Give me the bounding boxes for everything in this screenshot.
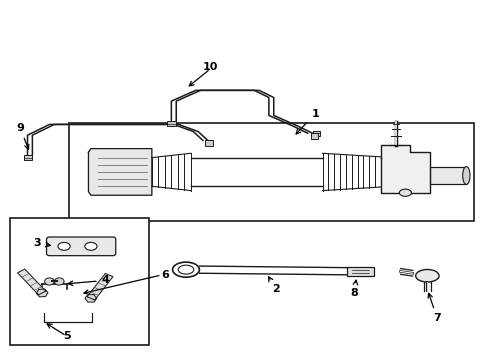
Text: 1: 1 xyxy=(296,109,319,134)
Bar xyxy=(205,140,212,146)
Circle shape xyxy=(54,278,64,285)
Polygon shape xyxy=(380,145,429,193)
Bar xyxy=(69,123,473,221)
Text: 4: 4 xyxy=(68,275,109,285)
Text: 2: 2 xyxy=(268,277,280,294)
Text: 8: 8 xyxy=(349,280,357,298)
Polygon shape xyxy=(18,269,46,295)
Polygon shape xyxy=(85,294,97,302)
Ellipse shape xyxy=(415,270,438,282)
Bar xyxy=(346,267,373,276)
Text: 3: 3 xyxy=(33,238,50,248)
Ellipse shape xyxy=(58,242,70,250)
Ellipse shape xyxy=(399,189,411,196)
Text: 7: 7 xyxy=(427,293,440,323)
Bar xyxy=(429,167,466,184)
Text: 9: 9 xyxy=(16,123,29,149)
Bar xyxy=(312,131,320,136)
Polygon shape xyxy=(87,274,113,300)
Text: 6: 6 xyxy=(161,270,169,280)
Polygon shape xyxy=(88,149,152,195)
Text: 10: 10 xyxy=(202,62,218,72)
Polygon shape xyxy=(36,289,48,297)
Ellipse shape xyxy=(84,242,97,250)
FancyBboxPatch shape xyxy=(46,237,116,256)
Circle shape xyxy=(44,278,54,285)
Bar xyxy=(167,121,176,126)
Bar xyxy=(310,133,318,139)
Bar xyxy=(23,155,32,160)
Text: 5: 5 xyxy=(62,331,70,341)
Ellipse shape xyxy=(462,167,469,184)
Bar xyxy=(10,218,149,345)
